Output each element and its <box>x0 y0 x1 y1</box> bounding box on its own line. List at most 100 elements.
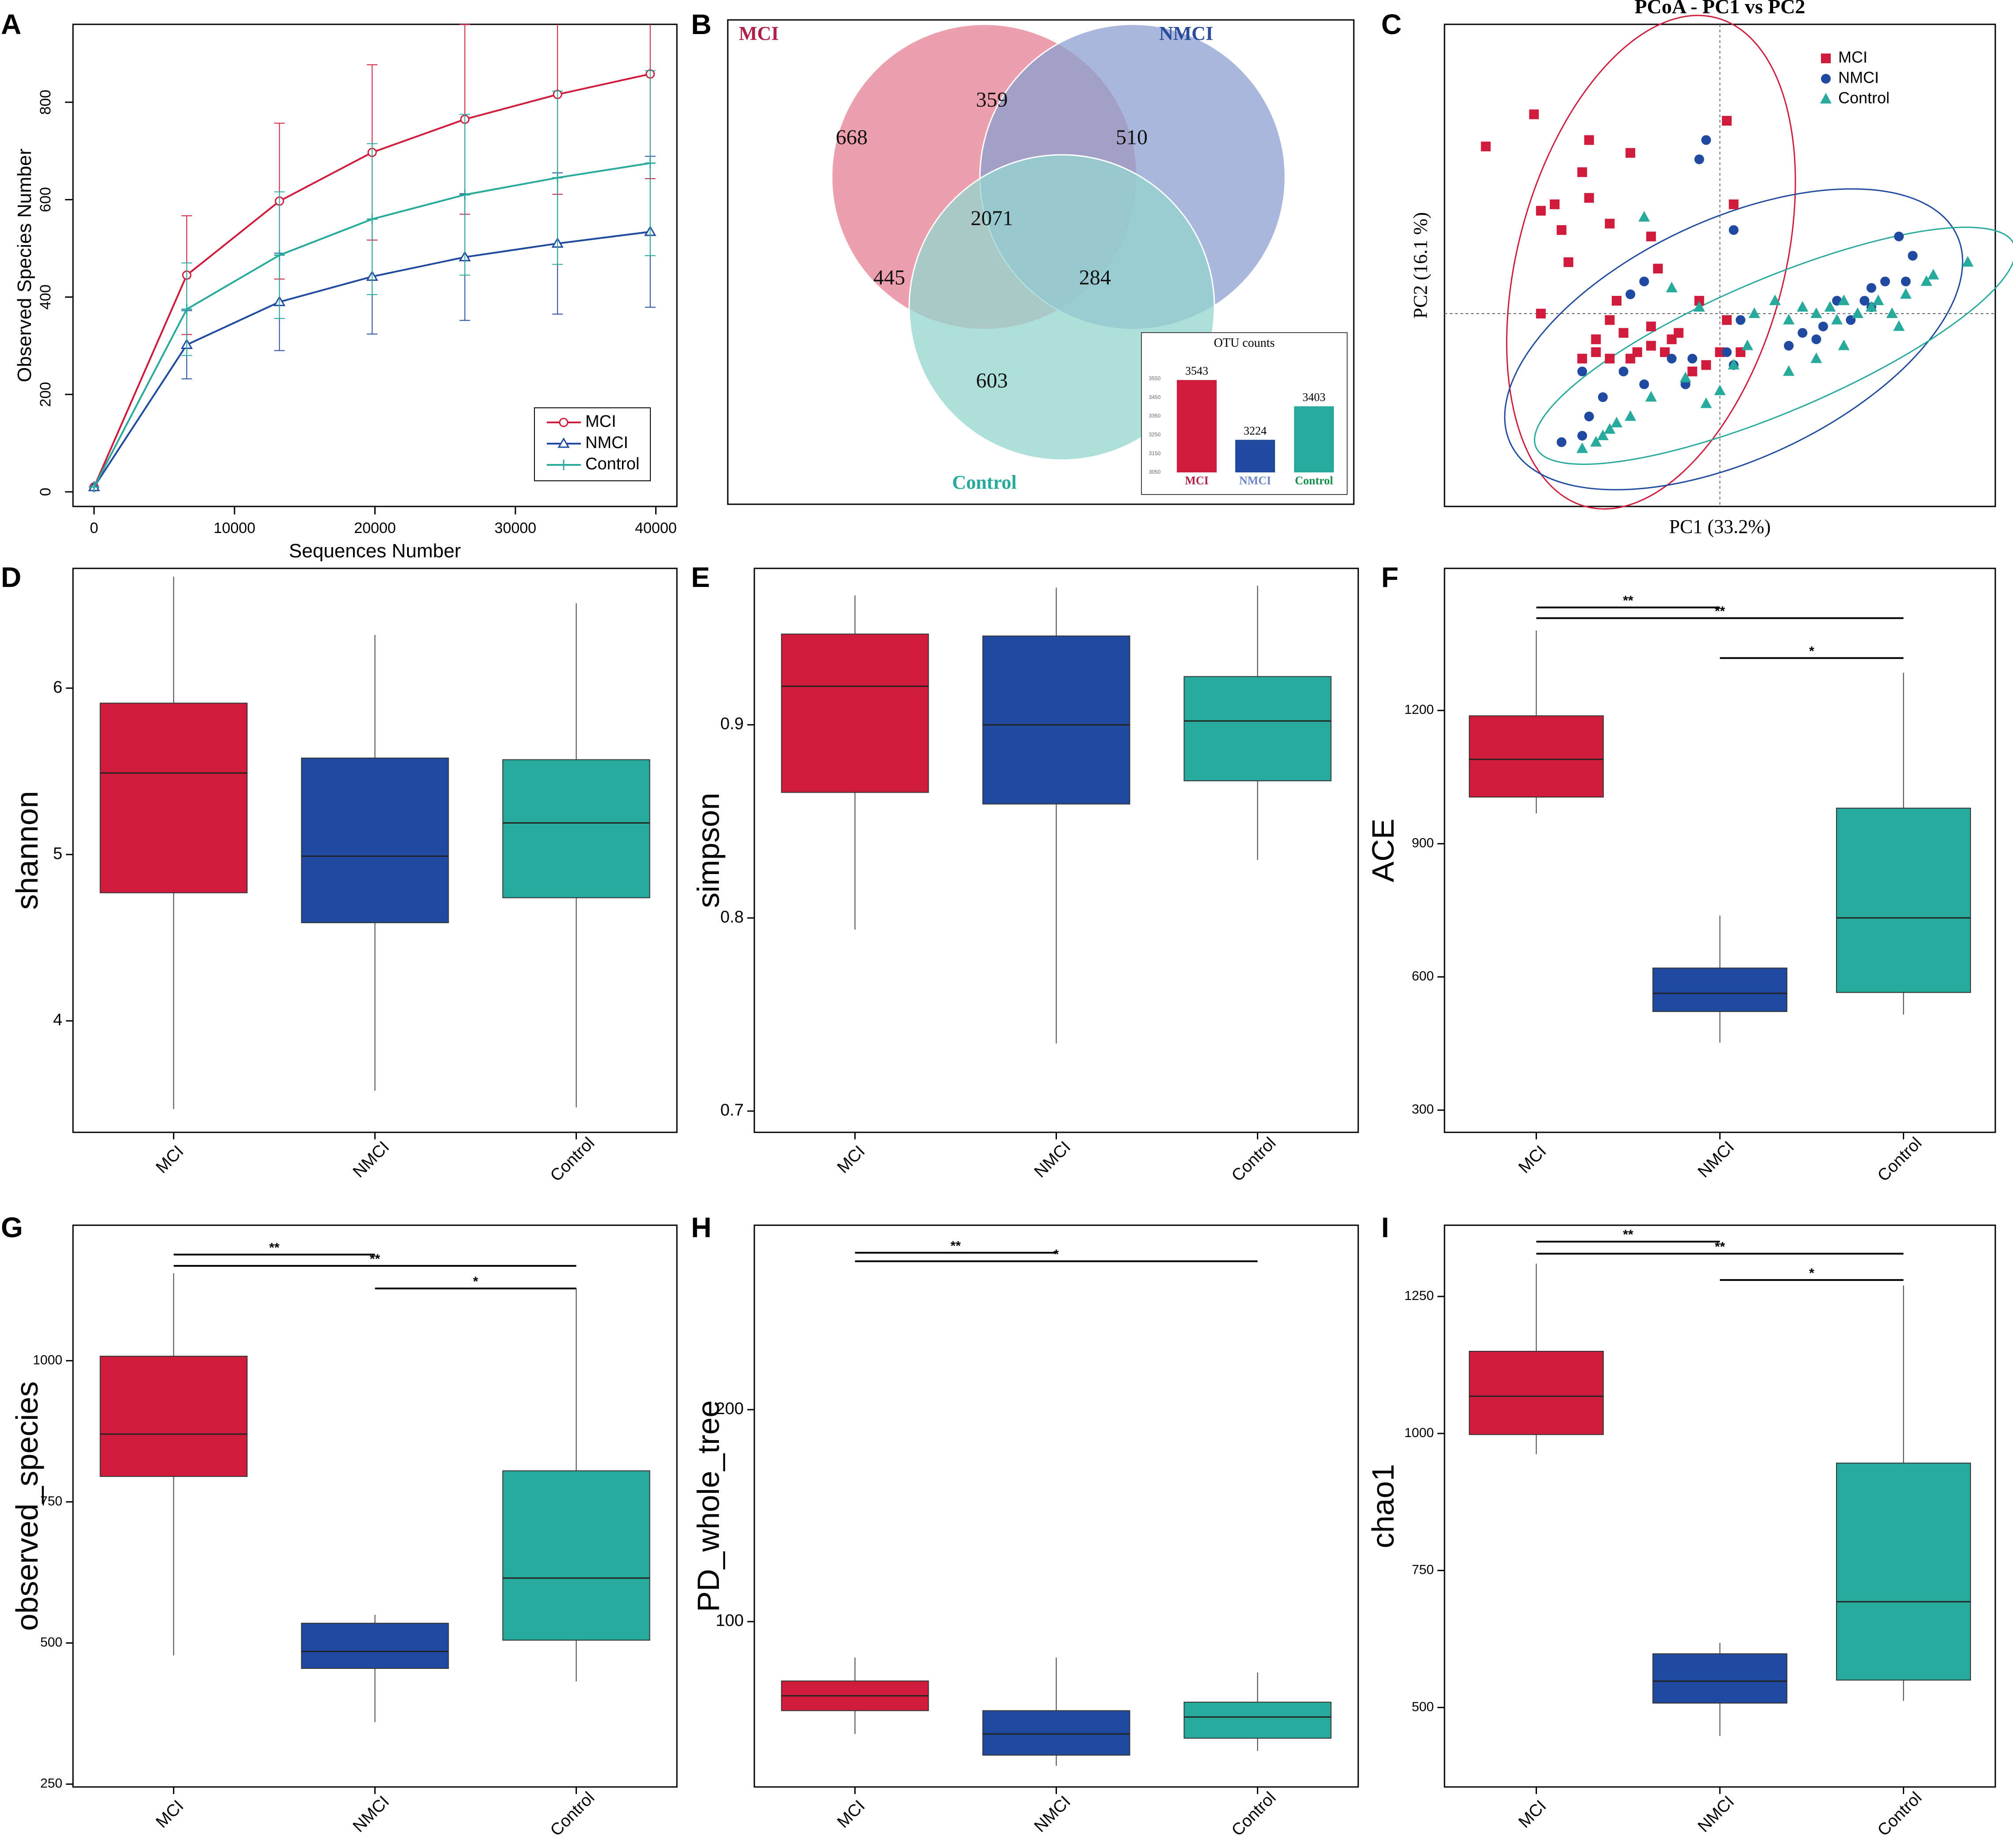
y-tick-label: 0 <box>37 488 54 496</box>
inset-y-tick-label: 3450 <box>1149 394 1161 400</box>
scatter-point-control <box>1783 314 1795 325</box>
box-mci <box>1469 1350 1604 1435</box>
significance-label: ** <box>1623 1227 1633 1242</box>
scatter-point-mci <box>1625 148 1636 158</box>
legend-label-mci: MCI <box>585 412 616 431</box>
scatter-point-mci <box>1653 264 1663 274</box>
y-tick-label: 600 <box>1412 969 1434 984</box>
venn-set-label-nmci: NMCI <box>1159 23 1213 44</box>
scatter-point-mci <box>1591 347 1601 357</box>
scatter-point-nmci <box>1556 437 1567 447</box>
legend-label-control: Control <box>585 455 640 473</box>
venn-count-mci-control: 445 <box>873 266 905 289</box>
x-tick-label-nmci: NMCI <box>1031 1138 1074 1181</box>
scatter-point-control <box>1838 294 1850 305</box>
scatter-point-nmci <box>1736 315 1746 325</box>
panel-label-A: A <box>1 8 21 40</box>
x-tick-label-nmci: NMCI <box>1694 1792 1738 1836</box>
scatter-point-nmci <box>1639 379 1649 389</box>
scatter-point-control <box>1645 391 1657 402</box>
y-tick-label: 750 <box>1412 1563 1434 1577</box>
y-tick-label: 5 <box>53 844 62 863</box>
scatter-point-mci <box>1481 142 1491 152</box>
inset-category-label: Control <box>1295 474 1333 487</box>
panel-label-H: H <box>691 1212 711 1243</box>
box-nmci <box>301 757 449 924</box>
scatter-point-control <box>1852 307 1863 318</box>
panel-b: 668 510 603 359 445 284 2071 MCI NMCI Control OTU … <box>727 19 1355 505</box>
scatter-point-control <box>1797 301 1809 312</box>
scatter-point-mci <box>1701 360 1711 370</box>
scatter-point-mci <box>1529 109 1539 119</box>
y-tick-label: 1200 <box>1404 702 1434 717</box>
scatter-point-mci <box>1694 295 1704 306</box>
inset-bar-value: 3543 <box>1185 364 1208 377</box>
box-mci <box>781 633 929 793</box>
y-tick-label: 400 <box>37 284 54 310</box>
scatter-point-mci <box>1577 167 1587 177</box>
box-control <box>1183 676 1332 782</box>
panel-d: 4 5 6 shannon MCI NMCI Control <box>10 567 678 1185</box>
scatter-point-mci <box>1605 353 1615 364</box>
y-tick-label: 800 <box>37 90 54 115</box>
scatter-point-mci <box>1550 199 1560 209</box>
y-tick-label: 1250 <box>1404 1288 1434 1303</box>
venn-count-nmci-control: 284 <box>1079 266 1111 289</box>
inset-y-tick-label: 3150 <box>1149 450 1161 456</box>
scatter-point-mci <box>1715 347 1725 357</box>
scatter-point-nmci <box>1577 366 1587 376</box>
x-tick-label-mci: MCI <box>834 1797 869 1832</box>
scatter-point-control <box>1748 307 1760 318</box>
significance-label: ** <box>269 1240 280 1255</box>
inset-y-tick-label: 3050 <box>1149 469 1161 475</box>
inset-y-tick-label: 3350 <box>1149 413 1161 419</box>
scatter-point-nmci <box>1625 289 1636 299</box>
inset-bar-mci <box>1177 380 1217 472</box>
y-tick-label: 1000 <box>33 1353 62 1367</box>
scatter-point-control <box>1576 442 1588 453</box>
legend-label-nmci: NMCI <box>1838 69 1879 87</box>
x-tick-label-mci: MCI <box>1515 1797 1550 1832</box>
scatter-point-control <box>1769 294 1781 305</box>
scatter-point-nmci <box>1598 392 1608 402</box>
y-tick-label: 0.7 <box>720 1101 744 1120</box>
scatter-point-nmci <box>1729 225 1739 235</box>
scatter-point-mci <box>1722 116 1732 126</box>
significance-label: * <box>1809 644 1814 659</box>
x-tick-label-mci: MCI <box>834 1142 869 1177</box>
x-tick-label: 20000 <box>354 520 396 537</box>
scatter-point-control <box>1604 423 1616 434</box>
inset-bar-control <box>1294 406 1334 472</box>
scatter-point-nmci <box>1577 431 1587 441</box>
box-mci <box>100 702 248 893</box>
y-tick-label: 600 <box>37 187 54 212</box>
significance-label: * <box>1054 1247 1059 1261</box>
scatter-point-nmci <box>1880 276 1890 287</box>
scatter-point-control <box>1728 359 1740 370</box>
scatter-point-control <box>1865 301 1877 312</box>
panel-e: 0.7 0.8 0.9 simpson MCI NMCI Control <box>691 567 1359 1185</box>
scatter-point-control <box>1714 384 1726 395</box>
inset-category-label: MCI <box>1185 474 1208 487</box>
x-tick-label-control: Control <box>547 1134 598 1185</box>
x-tick-label: 40000 <box>635 520 677 537</box>
venn-count-mci-only: 668 <box>836 126 868 149</box>
scatter-point-mci <box>1591 334 1601 345</box>
panel-label-F: F <box>1381 561 1398 593</box>
inset-bar-value: 3403 <box>1302 391 1325 403</box>
panel-g: 250 500 750 1000 observed_species MCI NMCI Cont… <box>10 1224 678 1840</box>
scatter-point-nmci <box>1866 283 1876 293</box>
venn-circle-control <box>908 154 1215 461</box>
y-tick-label: 300 <box>1412 1102 1434 1117</box>
x-tick-label-control: Control <box>1228 1788 1279 1840</box>
legend-marker <box>1821 74 1831 84</box>
scatter-point-mci <box>1564 257 1574 267</box>
venn-count-mci-nmci: 359 <box>976 88 1008 111</box>
scatter-point-nmci <box>1908 251 1918 261</box>
scatter-point-mci <box>1646 322 1656 332</box>
box-nmci <box>982 1710 1130 1756</box>
y-axis-label: PC2 (16.1 %) <box>1410 212 1431 319</box>
significance-label: * <box>1809 1266 1814 1281</box>
